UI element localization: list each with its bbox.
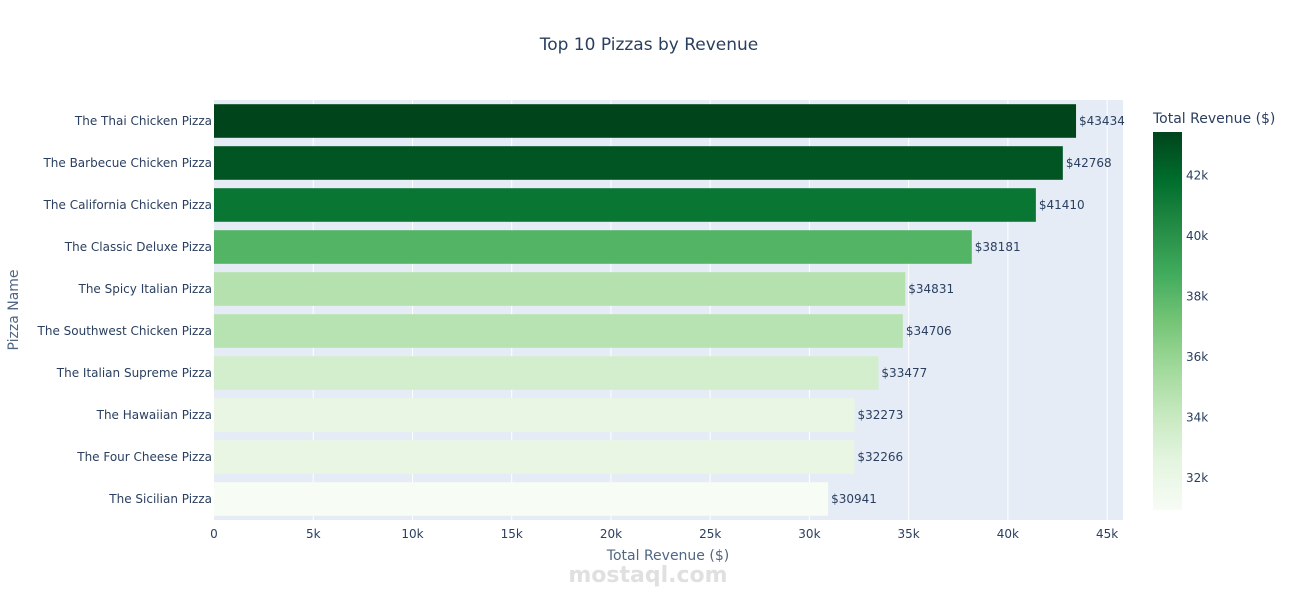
bar[interactable] bbox=[214, 272, 906, 306]
x-axis-title: Total Revenue ($) bbox=[606, 548, 729, 564]
watermark: mostaql.com bbox=[568, 563, 727, 588]
y-tick-label: The Barbecue Chicken Pizza bbox=[42, 156, 212, 170]
y-tick-label: The Hawaiian Pizza bbox=[96, 408, 212, 422]
bar-value-label: $33477 bbox=[881, 366, 927, 380]
x-tick-label: 45k bbox=[1096, 527, 1118, 541]
x-tick-label: 35k bbox=[898, 527, 920, 541]
x-tick-label: 30k bbox=[798, 527, 820, 541]
y-tick-label: The Sicilian Pizza bbox=[108, 492, 212, 506]
x-tick-label: 15k bbox=[501, 527, 523, 541]
bar-value-label: $32266 bbox=[857, 450, 903, 464]
colorbar-tick-label: 38k bbox=[1186, 289, 1208, 303]
colorbar-ticks: 32k 34k 36k 38k 40k 42k bbox=[1186, 168, 1208, 485]
colorbar-gradient bbox=[1153, 132, 1182, 510]
x-tick-label: 25k bbox=[699, 527, 721, 541]
bar-value-label: $34831 bbox=[908, 282, 954, 296]
bar-value-label: $30941 bbox=[831, 492, 877, 506]
colorbar-tick-label: 36k bbox=[1186, 350, 1208, 364]
x-tick-label: 40k bbox=[997, 527, 1019, 541]
bar-value-label: $38181 bbox=[975, 240, 1021, 254]
x-tick-label: 10k bbox=[401, 527, 423, 541]
bar[interactable] bbox=[214, 356, 879, 390]
x-axis-ticks: 0 5k 10k 15k 20k 25k 30k 35k 40k 45k bbox=[210, 527, 1118, 541]
bar[interactable] bbox=[214, 146, 1063, 180]
colorbar-tick-label: 34k bbox=[1186, 410, 1208, 424]
data-labels: $43434 $42768 $41410 $38181 $34831 $34706 $334… bbox=[831, 114, 1125, 506]
bar[interactable] bbox=[214, 482, 829, 516]
bar-value-label: $42768 bbox=[1066, 156, 1112, 170]
bar[interactable] bbox=[214, 398, 855, 432]
colorbar-tick-label: 42k bbox=[1186, 168, 1208, 182]
y-tick-label: The California Chicken Pizza bbox=[43, 198, 212, 212]
bar[interactable] bbox=[214, 188, 1036, 222]
x-tick-label: 0 bbox=[210, 527, 218, 541]
bar-value-label: $34706 bbox=[906, 324, 952, 338]
x-tick-label: 20k bbox=[600, 527, 622, 541]
colorbar: Total Revenue ($) 32k 34k 36k 38k 40k 42k bbox=[1152, 111, 1275, 510]
y-tick-label: The Four Cheese Pizza bbox=[76, 450, 212, 464]
bar-value-label: $43434 bbox=[1079, 114, 1125, 128]
y-tick-label: The Italian Supreme Pizza bbox=[56, 366, 212, 380]
bar[interactable] bbox=[214, 440, 855, 474]
bar[interactable] bbox=[214, 104, 1077, 138]
x-tick-label: 5k bbox=[306, 527, 321, 541]
y-tick-label: The Classic Deluxe Pizza bbox=[64, 240, 212, 254]
y-axis-ticks: The Thai Chicken Pizza The Barbecue Chick… bbox=[37, 114, 212, 506]
colorbar-tick-label: 40k bbox=[1186, 229, 1208, 243]
chart-title: Top 10 Pizzas by Revenue bbox=[539, 35, 759, 55]
y-axis-title: Pizza Name bbox=[6, 269, 22, 350]
bars-group bbox=[214, 104, 1077, 516]
y-tick-label: The Thai Chicken Pizza bbox=[74, 114, 212, 128]
bar-value-label: $41410 bbox=[1039, 198, 1085, 212]
colorbar-tick-label: 32k bbox=[1186, 471, 1208, 485]
bar[interactable] bbox=[214, 230, 972, 264]
bar-value-label: $32273 bbox=[858, 408, 904, 422]
y-tick-label: The Southwest Chicken Pizza bbox=[37, 324, 212, 338]
bar[interactable] bbox=[214, 314, 903, 348]
y-tick-label: The Spicy Italian Pizza bbox=[77, 282, 212, 296]
colorbar-title: Total Revenue ($) bbox=[1152, 111, 1275, 127]
